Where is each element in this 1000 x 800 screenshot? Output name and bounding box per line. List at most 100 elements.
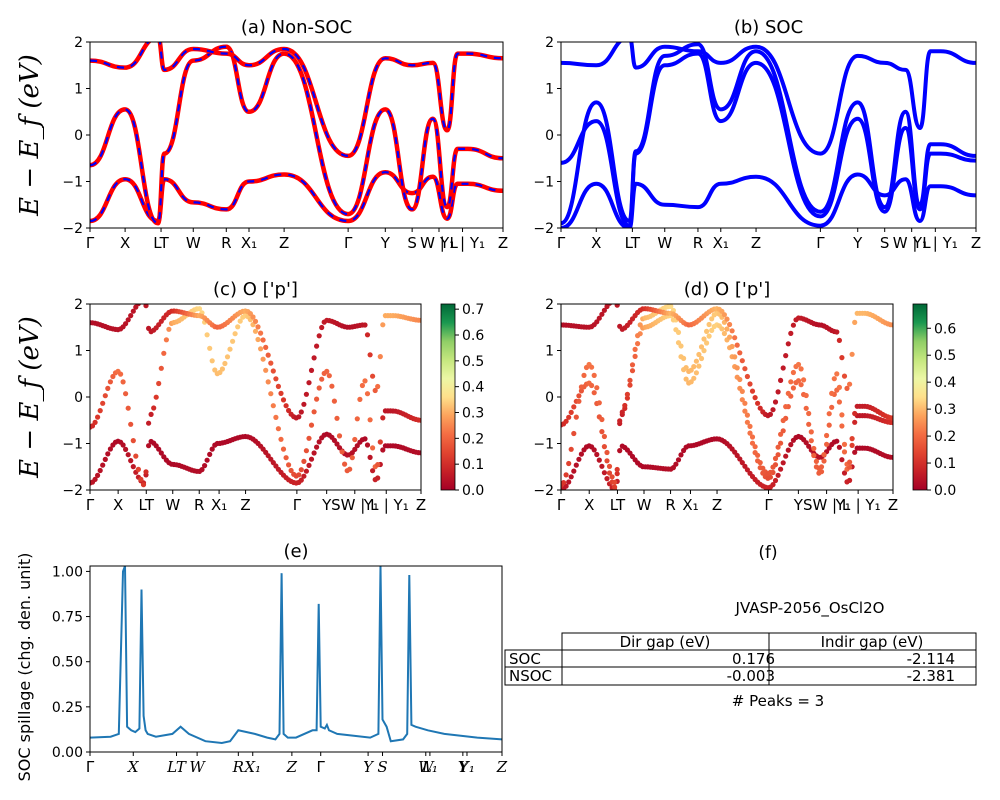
- projected-point-band-2: [778, 440, 784, 446]
- projected-point-band-2: [235, 324, 241, 330]
- projected-point-band-3: [783, 404, 789, 410]
- projected-point-band-1: [675, 457, 682, 463]
- projected-point-band-3: [283, 403, 289, 409]
- projected-point-band-3: [306, 380, 312, 386]
- colorbar-c: [440, 303, 456, 491]
- projected-point-band-3: [125, 317, 131, 323]
- axes-frame-e: [89, 565, 503, 753]
- ytick-label-a: −1: [62, 175, 83, 191]
- ytick-label-d: −2: [533, 483, 554, 499]
- projected-point-band-1: [599, 463, 605, 469]
- colorbar-tick-label-c: 0.4: [462, 380, 484, 396]
- projected-point-band-3: [594, 385, 600, 391]
- ytick-label-b: −1: [533, 175, 554, 191]
- projected-point-band-3: [617, 418, 623, 424]
- projected-point-band-2: [629, 368, 636, 374]
- projected-point-band-3: [775, 444, 781, 450]
- projected-point-band-1: [770, 482, 776, 488]
- projected-point-band-4: [770, 407, 776, 413]
- projected-point-band-1: [204, 457, 210, 463]
- projected-point-band-1: [331, 437, 337, 443]
- projected-point-band-3: [589, 364, 595, 370]
- xtick-label-d: SW | L: [803, 496, 851, 514]
- projected-point-band-3: [811, 445, 817, 452]
- xtick-label-b: LT: [625, 234, 641, 252]
- projected-point-band-4: [737, 350, 743, 356]
- plot-area-c: [90, 304, 421, 488]
- projected-point-band-2: [568, 409, 574, 415]
- projected-point-band-2: [123, 391, 129, 397]
- projected-point-band-4: [739, 358, 745, 364]
- projected-point-band-4: [721, 312, 728, 318]
- xtick-label-d: Γ: [764, 496, 773, 514]
- projected-point-band-1: [95, 472, 101, 478]
- projected-point-band-2: [260, 356, 266, 362]
- projected-point-band-2: [709, 327, 715, 333]
- projected-point-band-2: [255, 336, 261, 343]
- panel-c-o-p-nonsoc: 210−1−2Γ X LT W R X₁ Z Γ Y SW | LY₁ | Y₁ Z(c) O ['…: [15, 279, 484, 514]
- projected-point-band-2: [624, 395, 631, 401]
- projected-point-band-2: [265, 379, 271, 385]
- projected-point-band-3: [123, 321, 129, 327]
- projected-point-band-3: [601, 433, 608, 440]
- projected-point-band-2: [125, 405, 131, 411]
- xtick-label-e: Γ: [86, 758, 95, 776]
- ytick-label-d: 0: [545, 390, 554, 406]
- xtick-label-b: X₁: [713, 234, 729, 252]
- ytick-label-a: 0: [74, 128, 83, 144]
- xtick-label-a: Z: [498, 234, 508, 252]
- projected-point-band-1: [123, 446, 129, 452]
- panel-title-c: (c) O ['p']: [213, 279, 298, 300]
- projected-point-band-2: [130, 438, 136, 444]
- projected-point-band-3: [130, 308, 136, 314]
- projected-point-band-3: [380, 322, 386, 328]
- projected-point-band-3: [831, 376, 837, 382]
- projected-point-band-3: [268, 360, 274, 366]
- projected-point-band-1: [306, 462, 312, 468]
- projected-point-band-2: [571, 404, 577, 410]
- plot-area-e: [90, 566, 502, 745]
- xtick-label-c: Z: [240, 496, 250, 514]
- table-cell-soc-label: SOC: [509, 650, 541, 668]
- colorbar-tick-label-d: 0.0: [934, 483, 956, 499]
- projected-point-band-2: [836, 399, 843, 405]
- panel-b-soc: 210−1−2Γ X LT W R X₁ Z Γ Y S W | LY₁ | Y₁ Z(b) SOC: [533, 17, 981, 252]
- projected-point-band-1: [105, 451, 111, 457]
- projected-point-band-1: [739, 460, 745, 466]
- projected-point-band-1: [102, 456, 108, 462]
- projected-point-band-3: [286, 407, 292, 414]
- projected-point-band-1: [202, 463, 208, 469]
- projected-point-band-1: [298, 477, 304, 483]
- xtick-label-a: Y₁ | Y₁: [439, 234, 485, 252]
- ytick-label-c: 1: [74, 344, 83, 360]
- projected-point-band-3: [780, 417, 786, 424]
- projected-point-band-2: [698, 355, 705, 362]
- projected-point-band-3: [303, 391, 309, 397]
- projected-point-band-1: [97, 467, 103, 474]
- colorbar-tick-label-d: 0.1: [934, 456, 956, 472]
- panel-title-e: (e): [283, 541, 308, 562]
- table-row-nsoc: [504, 666, 977, 686]
- projected-point-band-4: [788, 330, 794, 336]
- projected-point-band-2: [151, 405, 157, 411]
- projected-point-band-4: [744, 373, 751, 380]
- projected-point-band-3: [790, 369, 797, 376]
- projected-point-band-2: [273, 414, 279, 420]
- xtick-label-c: LT: [139, 496, 155, 514]
- projected-point-band-3: [770, 464, 776, 470]
- projected-point-band-2: [578, 388, 585, 394]
- projected-point-band-3: [821, 452, 827, 458]
- projected-point-band-3: [760, 465, 766, 471]
- projected-point-band-2: [92, 419, 98, 425]
- projected-point-band-2: [158, 365, 164, 371]
- projected-point-band-2: [336, 433, 343, 439]
- projected-point-band-2: [331, 398, 337, 404]
- projected-point-band-1: [780, 460, 786, 466]
- projected-point-band-3: [795, 361, 802, 368]
- ytick-label-c: 2: [74, 297, 83, 313]
- projected-point-band-3: [314, 343, 320, 349]
- projected-point-band-2: [375, 462, 381, 468]
- projected-point-band-3: [749, 434, 756, 440]
- projected-point-band-2: [298, 467, 304, 473]
- projected-point-band-3: [729, 343, 735, 350]
